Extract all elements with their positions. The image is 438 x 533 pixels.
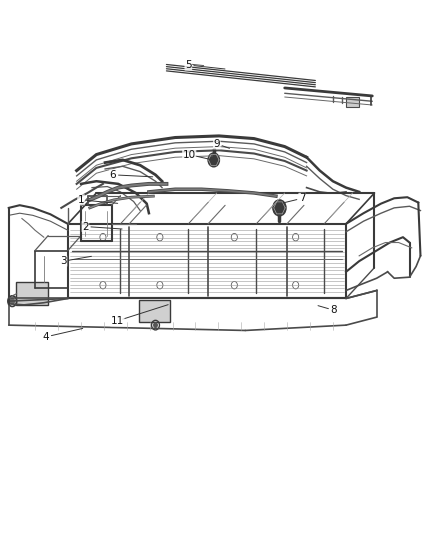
Text: 4: 4 [42,332,49,342]
Bar [346,97,359,107]
Text: 8: 8 [330,305,337,315]
Text: 2: 2 [82,222,89,231]
Text: 3: 3 [60,256,67,266]
Text: 7: 7 [299,193,306,203]
Text: 6: 6 [110,170,117,180]
Text: 10: 10 [183,150,196,159]
Text: 11: 11 [111,316,124,326]
Text: 1: 1 [78,195,85,205]
FancyBboxPatch shape [139,300,170,322]
Circle shape [208,153,219,167]
Circle shape [10,298,14,304]
Circle shape [154,323,157,327]
Text: 9: 9 [213,139,220,149]
Text: 5: 5 [185,60,192,70]
Circle shape [273,200,286,216]
FancyBboxPatch shape [16,282,48,305]
